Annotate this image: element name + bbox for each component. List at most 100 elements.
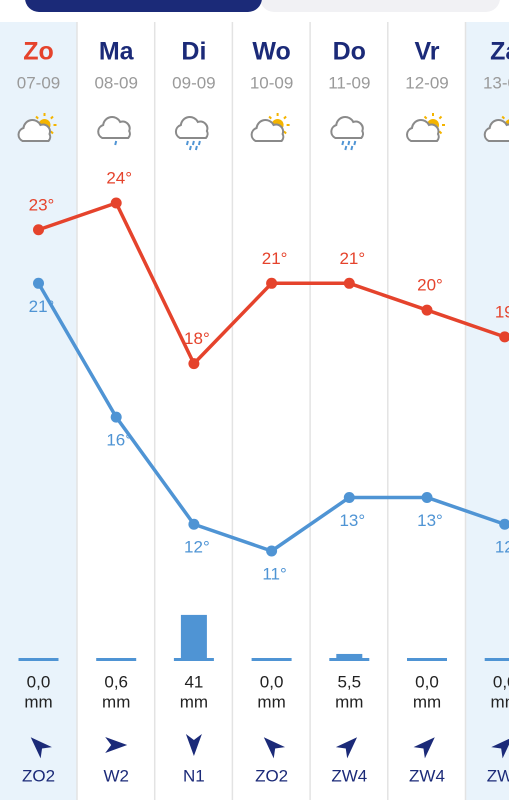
date: 12-09 [405,73,448,92]
precip-label: 0,0 [27,672,51,691]
weather-icon [406,113,445,142]
rain-drop [188,145,192,151]
date: 09-09 [172,73,215,92]
wind-label: N1 [183,766,205,785]
sun-ray [283,130,287,135]
temperature-point [33,277,44,289]
precip-baseline [407,658,447,661]
wind-label: ZW4 [331,766,367,785]
precip-baseline [251,658,292,661]
precip-unit: mm [335,692,363,711]
precip-baseline [484,658,509,661]
cloud [250,119,285,142]
rain-drop [197,140,201,146]
day-name: Vr [414,38,439,66]
temperature-label: 18° [184,329,210,348]
wind-arrow [413,737,435,759]
temperature-label: 16° [106,431,132,450]
weather-icon [250,113,290,142]
day-name: Di [181,38,206,66]
active-tab[interactable] [25,0,262,12]
cloud [483,119,509,142]
wind-label: ZO2 [255,766,288,785]
precip-label: 0,0 [260,672,284,691]
wind-arrow [30,737,52,759]
wind-label: ZO2 [22,766,55,785]
temperature-label: 13° [339,511,365,530]
temperature-point [343,277,355,289]
precip-unit: mm [102,692,130,711]
selected-column [0,22,77,800]
temperature-point [343,491,355,503]
precip-unit: mm [257,692,285,711]
precip-bar [103,659,130,660]
precip-label: 41 [184,672,203,691]
cloud [406,119,440,142]
temperature-point [188,358,200,370]
day-name: Zo [23,38,54,66]
weather-icon [97,116,131,146]
cloud [174,116,209,139]
sun-ray [268,115,272,120]
date: 11-09 [328,73,370,92]
rain-drop [114,140,118,146]
date: 10-09 [250,73,293,92]
rain-drop [341,140,345,146]
date: 13-09 [483,73,509,92]
weather-icon [483,115,509,142]
temperature-label: 21° [339,249,365,268]
cloud [17,119,52,142]
wind-arrow [185,734,202,756]
day-name: Wo [252,38,290,66]
temperature-label: 12° [184,538,210,557]
wind-arrow [335,737,358,759]
temperature-point [266,277,278,289]
temperature-label: 24° [106,168,132,187]
sun-ray [283,115,287,120]
precip-label: 0,6 [104,672,128,691]
weather-icon [330,116,364,151]
rain-drop [347,140,351,146]
wind-label: ZW3 [487,766,509,785]
temperature-point [110,411,122,423]
temperature-point [499,331,509,343]
temperature-point [421,304,433,316]
date: 08-09 [94,73,137,92]
weather-icon [17,113,57,142]
rain-drop [194,145,198,151]
sun-ray [50,115,54,120]
cloud [330,116,364,139]
sun-ray [438,115,443,120]
sun-ray [35,115,39,120]
temperature-label: 12° [495,538,509,557]
sun-ray [50,130,54,135]
sun-ray [423,115,428,120]
rain-drop [350,145,354,151]
sun-ray [501,115,506,120]
precip-bar [336,653,363,660]
temperature-point [110,197,122,209]
day-name: Do [333,38,366,66]
temperature-label: 13° [417,511,443,530]
cloud [97,116,131,139]
precip-unit: mm [180,692,208,711]
temperature-label: 19° [495,302,509,321]
temperature-point [266,545,278,557]
temperature-point [33,224,44,236]
wind-label: ZW4 [409,766,445,785]
wind-arrow [105,737,128,753]
precip-label: 0,0 [415,672,439,691]
tab[interactable] [260,0,500,12]
day-name: Za [490,38,509,66]
sun-ray [438,130,443,135]
temperature-label: 21° [262,249,288,268]
rain-drop [185,140,189,146]
wind-arrow [491,737,509,759]
temperature-label: 21° [29,297,55,316]
temperature-label: 20° [417,276,443,295]
rain-drop [344,145,348,151]
rain-drop [353,140,357,146]
precip-bar [180,614,207,660]
